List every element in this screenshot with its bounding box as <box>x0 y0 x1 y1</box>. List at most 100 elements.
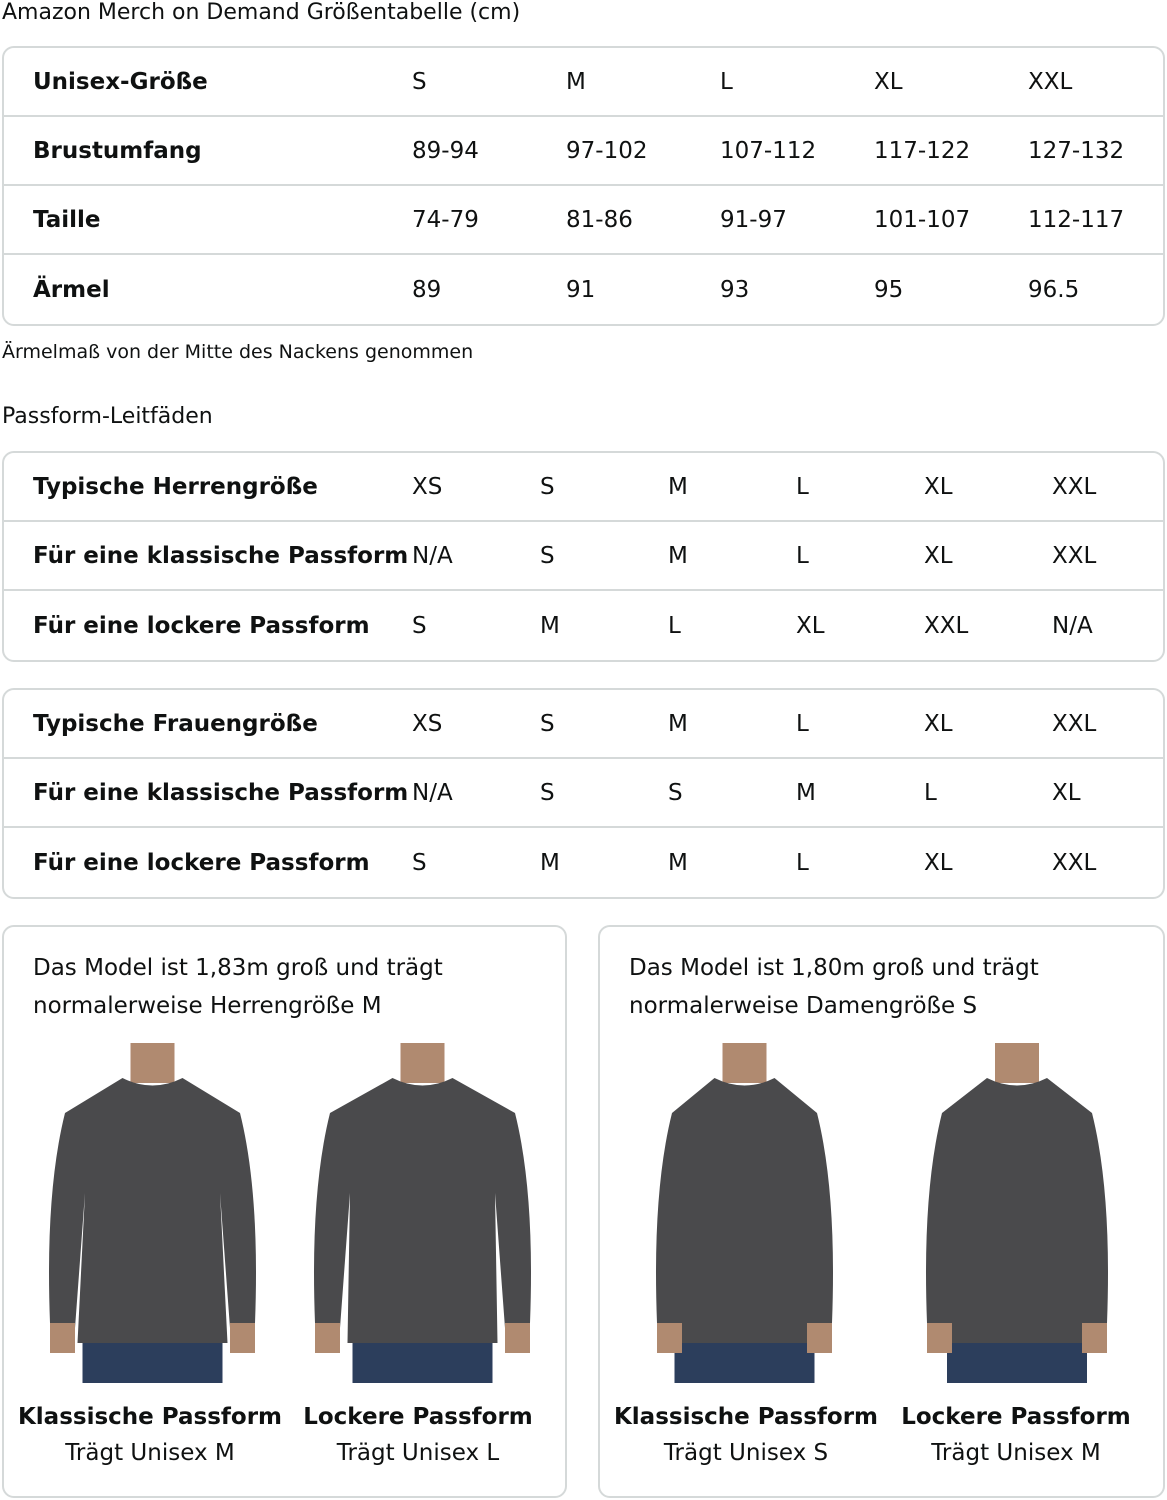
men-model-card: Das Model ist 1,83m groß und trägt norma… <box>2 925 567 1498</box>
table-row: Ärmel 89 91 93 95 96.5 <box>4 255 1163 324</box>
table-cell: 81-86 <box>566 206 633 233</box>
photo-caption: Klassische Passform Trägt Unisex M <box>15 1404 285 1466</box>
table-cell: XS <box>412 710 443 737</box>
table-cell: 97-102 <box>566 137 648 164</box>
table-row: Brustumfang 89-94 97-102 107-112 117-122 127-… <box>4 117 1163 186</box>
fit-label: Lockere Passform <box>303 1404 533 1430</box>
row-label: Für eine lockere Passform <box>33 612 370 639</box>
fit-label: Lockere Passform <box>901 1404 1131 1430</box>
table-row: Unisex-Größe S M L XL XXL <box>4 48 1163 117</box>
table-cell: 89-94 <box>412 137 479 164</box>
table-cell: 96.5 <box>1028 276 1080 303</box>
men-fit-table: Typische Herrengröße XS S M L XL XXL Für eine k… <box>2 451 1165 662</box>
table-cell: M <box>668 849 688 876</box>
table-row: Taille 74-79 81-86 91-97 101-107 112-117 <box>4 186 1163 255</box>
table-cell: 101-107 <box>874 206 971 233</box>
row-label: Typische Herrengröße <box>33 473 318 500</box>
table-cell: L <box>796 849 809 876</box>
table-cell: XXL <box>1052 542 1097 569</box>
women-model-text: Das Model ist 1,80m groß und trägt norma… <box>629 955 1039 1019</box>
table-cell: XS <box>412 473 443 500</box>
sweatshirt <box>926 1078 1108 1343</box>
table-cell: 91-97 <box>720 206 787 233</box>
wears-label: Trägt Unisex M <box>65 1440 235 1466</box>
neck <box>400 1043 445 1083</box>
row-label: Ärmel <box>33 276 110 303</box>
table-cell: S <box>540 473 555 500</box>
table-cell: XL <box>874 68 903 95</box>
table-row: Typische Frauengröße XS S M L XL XXL <box>4 690 1163 759</box>
table-cell: XXL <box>1052 473 1097 500</box>
table-row: Typische Herrengröße XS S M L XL XXL <box>4 453 1163 522</box>
table-cell: XXL <box>1052 849 1097 876</box>
table-row: Für eine lockere Passform S M L XL XXL N/A <box>4 591 1163 660</box>
table-cell: L <box>796 710 809 737</box>
table-cell: N/A <box>412 779 453 806</box>
table-cell: XXL <box>1028 68 1073 95</box>
table-row: Für eine klassische Passform N/A S S M L XL <box>4 759 1163 828</box>
table-cell: 117-122 <box>874 137 971 164</box>
table-cell: S <box>412 612 427 639</box>
table-cell: S <box>668 779 683 806</box>
table-cell: 91 <box>566 276 596 303</box>
table-cell: XL <box>924 710 953 737</box>
table-cell: 127-132 <box>1028 137 1125 164</box>
table-cell: 112-117 <box>1028 206 1125 233</box>
model-photo <box>314 1043 531 1383</box>
table-cell: N/A <box>412 542 453 569</box>
table-cell: S <box>540 710 555 737</box>
wears-label: Trägt Unisex M <box>931 1440 1101 1466</box>
sweatshirt <box>314 1078 531 1343</box>
table-cell: M <box>668 542 688 569</box>
table-cell: S <box>412 849 427 876</box>
sweatshirt <box>49 1078 256 1343</box>
row-label: Für eine klassische Passform <box>33 779 409 806</box>
chart-title: Amazon Merch on Demand Größentabelle (cm… <box>2 0 521 25</box>
table-cell: M <box>796 779 816 806</box>
table-cell: XL <box>1052 779 1081 806</box>
women-model-card: Das Model ist 1,80m groß und trägt norma… <box>598 925 1165 1498</box>
table-cell: S <box>540 779 555 806</box>
table-cell: L <box>668 612 681 639</box>
table-row: Für eine klassische Passform N/A S M L XL XXL <box>4 522 1163 591</box>
table-cell: N/A <box>1052 612 1093 639</box>
row-label: Für eine lockere Passform <box>33 849 370 876</box>
table-cell: S <box>412 68 427 95</box>
photo-caption: Lockere Passform Trägt Unisex M <box>881 1404 1151 1466</box>
hand <box>927 1323 952 1353</box>
neck <box>130 1043 175 1083</box>
hand <box>505 1323 530 1353</box>
table-cell: M <box>668 710 688 737</box>
table-cell: L <box>720 68 733 95</box>
table-cell: XL <box>924 473 953 500</box>
neck <box>995 1043 1039 1083</box>
table-cell: XL <box>924 542 953 569</box>
table-cell: S <box>540 542 555 569</box>
hand <box>315 1323 340 1353</box>
fit-label: Klassische Passform <box>17 1404 283 1430</box>
fit-label: Klassische Passform <box>613 1404 879 1430</box>
row-label: Taille <box>33 206 101 233</box>
wears-label: Trägt Unisex S <box>663 1440 829 1466</box>
hand <box>50 1323 75 1353</box>
table-cell: L <box>796 473 809 500</box>
model-photo <box>656 1043 833 1383</box>
neck <box>722 1043 767 1083</box>
table-cell: 74-79 <box>412 206 479 233</box>
table-cell: M <box>668 473 688 500</box>
table-cell: 93 <box>720 276 750 303</box>
hand <box>657 1323 682 1353</box>
hand <box>1082 1323 1107 1353</box>
sleeve-note: Ärmelmaß von der Mitte des Nackens genom… <box>2 341 474 363</box>
table-cell: XL <box>796 612 825 639</box>
model-photo <box>49 1043 256 1383</box>
hand <box>807 1323 832 1353</box>
sweatshirt <box>656 1078 833 1343</box>
hand <box>230 1323 255 1353</box>
table-cell: L <box>924 779 937 806</box>
fit-guide-title: Passform-Leitfäden <box>2 404 213 429</box>
wears-label: Trägt Unisex L <box>336 1440 500 1466</box>
table-cell: 107-112 <box>720 137 817 164</box>
women-fit-table: Typische Frauengröße XS S M L XL XXL Für eine k… <box>2 688 1165 899</box>
table-cell: XXL <box>1052 710 1097 737</box>
